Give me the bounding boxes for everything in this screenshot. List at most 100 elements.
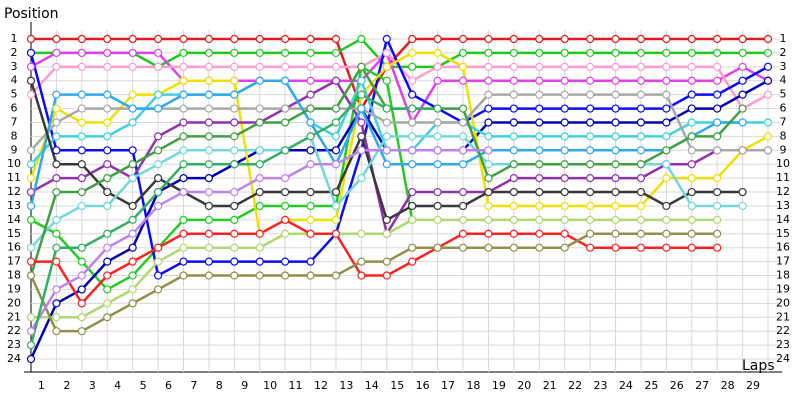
point [408,90,417,99]
point [357,104,366,113]
point [713,104,722,113]
y2-tick-label: 13 [776,199,790,212]
point [484,90,493,99]
point [535,229,544,238]
x-tick-label: 28 [721,379,735,392]
point [509,215,518,224]
point [204,90,213,99]
point [458,48,468,58]
point [77,146,86,155]
point [382,160,391,169]
y2-tick-label: 19 [776,282,790,295]
point [77,90,86,99]
point [230,201,239,211]
point [204,215,213,224]
point [77,271,86,280]
point [26,34,36,44]
point [26,174,36,183]
point [484,215,493,224]
point [357,271,366,280]
point [509,187,518,197]
point [153,201,163,211]
point [636,160,646,169]
point [509,201,518,211]
y2-tick-label: 1 [780,32,787,45]
point [560,243,569,252]
point [179,104,188,113]
y-tick-label: 13 [7,199,21,212]
point [128,174,137,183]
y-axis-title: Position [4,6,59,22]
point [560,132,569,141]
point [26,201,36,211]
series-lines [26,34,773,364]
point [331,118,341,127]
point [331,271,341,280]
point [458,201,468,211]
point [763,34,773,44]
point [26,160,36,169]
point [713,215,722,224]
point [306,90,315,99]
point [738,48,747,58]
point [103,90,112,99]
point [560,62,569,71]
x-tick-label: 18 [466,379,480,392]
point [408,104,417,113]
point [636,201,646,211]
point [77,48,86,58]
point [77,118,86,127]
point [26,146,36,155]
point [77,34,86,44]
point [535,76,544,85]
point [611,76,620,85]
point [255,62,264,71]
point [484,201,493,211]
point [713,174,722,183]
point [560,90,569,99]
point [458,34,468,44]
y-tick-label: 6 [11,102,18,115]
x-tick-label: 25 [644,379,658,392]
point [560,215,569,224]
point [458,104,468,113]
point [281,34,290,44]
point [52,243,61,252]
point [52,229,61,238]
point [738,76,747,85]
point [662,34,671,44]
point [763,62,773,71]
point [357,229,366,238]
point [26,327,36,336]
y-tick-label: 16 [7,241,21,254]
point [26,243,36,252]
point [357,174,366,183]
x-tick-label: 7 [190,379,197,392]
point [204,62,213,71]
point [52,146,61,155]
point [128,271,137,280]
point [636,118,646,127]
point [535,62,544,71]
point [382,48,391,58]
point [179,118,188,127]
point [306,104,315,113]
y2-tick-label: 10 [776,157,790,170]
point [77,132,86,141]
point [560,104,569,113]
point [52,48,61,58]
point [636,187,646,197]
point [687,187,696,197]
point [560,34,569,44]
point [204,76,213,85]
point [535,146,544,155]
y-tick-label: 1 [11,32,18,45]
y-tick-label: 15 [7,227,21,240]
point [662,201,671,211]
point [433,215,442,224]
point [230,48,239,58]
point [77,104,86,113]
point [26,76,36,85]
point [153,48,163,58]
